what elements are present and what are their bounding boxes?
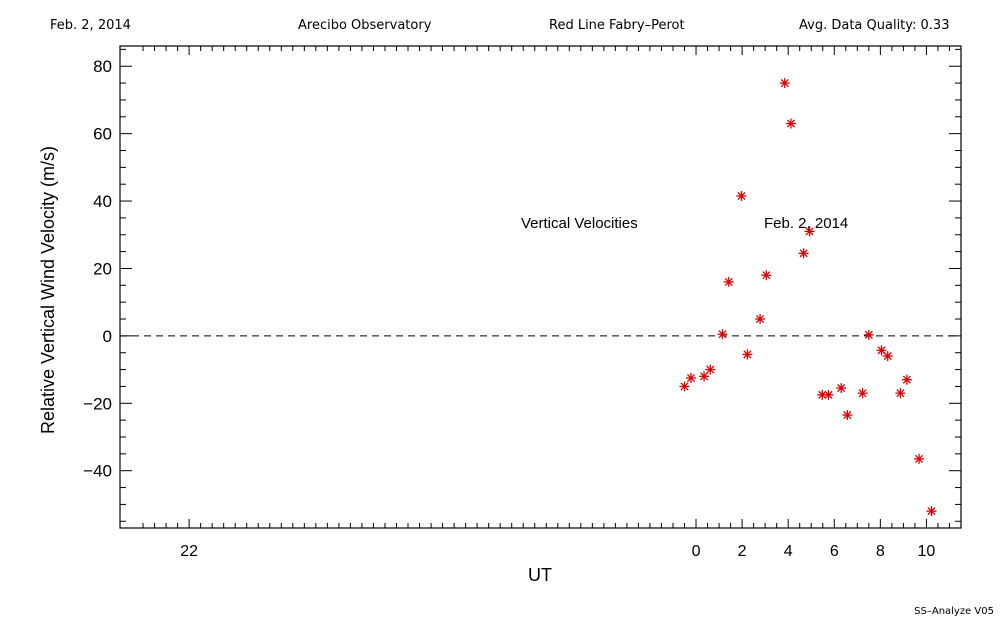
software-version: SS–Analyze V05 [914, 606, 994, 617]
data-point [755, 314, 766, 325]
y-tick-label: 40 [93, 192, 112, 211]
data-point [717, 329, 728, 340]
data-point [685, 373, 696, 384]
x-axis-label: UT [528, 565, 552, 585]
data-point [836, 383, 847, 394]
x-tick-label: 4 [784, 543, 793, 560]
header-instrument: Red Line Fabry–Perot [549, 18, 685, 33]
data-point [742, 349, 753, 360]
data-point [895, 388, 906, 399]
data-point [723, 276, 734, 287]
axes: 22 0 2 4 6 8 10 −40 −20 0 20 40 60 80 [83, 45, 962, 560]
data-point [779, 78, 790, 89]
data-points [679, 78, 937, 517]
y-tick-label: 0 [103, 327, 112, 346]
y-tick-label: −40 [83, 462, 112, 481]
data-point [914, 453, 925, 464]
data-point [901, 374, 912, 385]
y-tick-label: 20 [93, 259, 112, 278]
header-date: Feb. 2, 2014 [50, 18, 131, 33]
x-tick-label: 8 [876, 543, 885, 560]
y-tick-label: 60 [93, 125, 112, 144]
x-tick-label: 22 [180, 543, 198, 560]
data-point [823, 389, 834, 400]
data-point [842, 410, 853, 421]
data-point [882, 351, 893, 362]
x-tick-label: 0 [692, 543, 701, 560]
data-point [926, 506, 937, 517]
header-observatory: Arecibo Observatory [298, 18, 432, 33]
data-point [705, 364, 716, 375]
data-point [785, 118, 796, 129]
y-axis-label: Relative Vertical Wind Velocity (m/s) [38, 146, 58, 434]
data-point [804, 226, 815, 237]
data-point [857, 388, 868, 399]
data-point [798, 248, 809, 259]
annotation-date: Feb. 2, 2014 [764, 215, 848, 232]
header-quality: Avg. Data Quality: 0.33 [799, 18, 950, 33]
data-point [736, 190, 747, 201]
data-point [863, 329, 874, 340]
data-point [679, 381, 690, 392]
data-point [761, 270, 772, 281]
plot-frame [119, 45, 962, 529]
y-tick-label: 80 [93, 57, 112, 76]
data-point [817, 389, 828, 400]
y-tick-label: −20 [83, 394, 112, 413]
annotation-vertical-velocities: Vertical Velocities [521, 215, 638, 232]
data-point [699, 371, 710, 382]
x-tick-label: 10 [918, 543, 936, 560]
x-tick-label: 2 [738, 543, 747, 560]
x-tick-label: 6 [830, 543, 839, 560]
